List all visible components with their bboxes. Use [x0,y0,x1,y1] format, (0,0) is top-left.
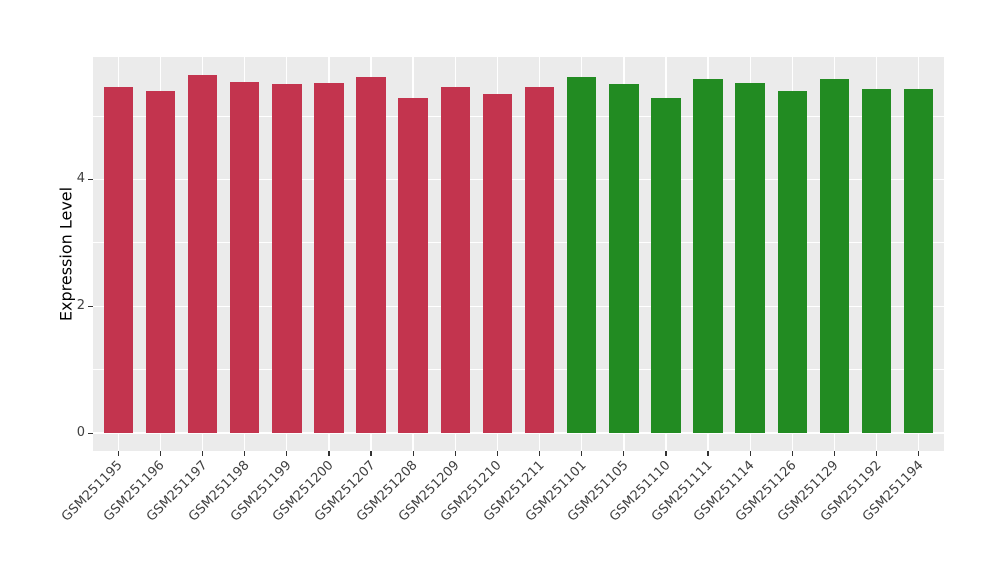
gridline-horizontal-minor [93,242,944,244]
gridline-horizontal-minor [93,369,944,371]
bar-GSM251111 [693,78,723,434]
x-tick-mark [791,451,793,456]
x-tick-mark [201,451,204,456]
bar-GSM251196 [145,90,176,434]
x-tick-mark [623,451,625,456]
y-tick-label: 0 [76,425,85,441]
x-tick-mark [328,451,330,456]
bar-GSM251114 [735,83,765,434]
bar-GSM251105 [609,84,639,434]
bar-GSM251195 [103,87,134,434]
y-tick-mark [88,305,93,307]
gridline-horizontal-minor [93,115,944,117]
x-tick-mark [159,451,161,456]
x-tick-mark [117,451,119,456]
bar-GSM251199 [272,83,302,434]
bar-GSM251209 [440,86,471,434]
bar-GSM251200 [314,83,344,434]
plot-panel [93,57,944,451]
x-tick-mark [707,451,709,456]
x-tick-mark [496,451,499,456]
y-tick-label: 2 [76,298,85,314]
bar-GSM251192 [861,89,892,434]
x-tick-mark [749,451,751,456]
bar-GSM251210 [482,94,513,434]
x-tick-mark [875,451,878,456]
x-tick-mark [454,451,456,456]
y-tick-mark [88,432,93,434]
bar-GSM251194 [903,89,934,434]
bar-GSM251101 [566,76,597,434]
y-axis-title: Expression Level [56,186,76,322]
x-tick-mark [370,451,372,456]
bar-GSM251211 [524,87,555,434]
bar-GSM251110 [651,97,681,434]
x-tick-mark [412,451,414,456]
bar-GSM251207 [356,76,386,434]
x-tick-mark [538,451,541,456]
bar-GSM251126 [777,91,808,434]
gridline-horizontal-major [93,305,944,308]
gridline-horizontal-major [93,432,944,434]
x-tick-mark [665,451,667,456]
x-tick-mark [286,451,288,456]
bar-GSM251197 [187,74,218,434]
x-tick-mark [918,451,920,456]
x-tick-mark [581,451,583,456]
gridline-horizontal-major [93,178,944,181]
bar-GSM251208 [398,98,428,434]
bar-GSM251198 [229,81,260,434]
x-tick-mark [833,451,836,456]
bar-GSM251129 [819,78,850,434]
y-tick-label: 4 [76,171,85,187]
x-tick-mark [244,451,246,456]
y-tick-mark [88,178,93,181]
